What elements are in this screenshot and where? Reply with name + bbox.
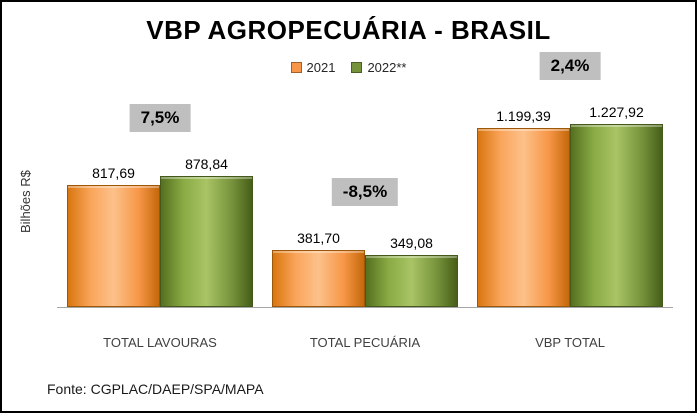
category-label-cat2: VBP TOTAL	[535, 335, 605, 350]
chart-legend: 2021 2022**	[2, 60, 695, 75]
bar-value-label-series1-cat0: 878,84	[185, 156, 228, 172]
bar-column-series0-cat2: 1.199,39	[477, 108, 570, 307]
bar-column-series1-cat0: 878,84	[160, 156, 253, 307]
bar-series1-cat1	[365, 255, 458, 307]
category-label-cat0: TOTAL LAVOURAS	[103, 335, 217, 350]
bar-value-label-series0-cat2: 1.199,39	[496, 108, 551, 124]
legend-label-series1: 2022**	[367, 60, 407, 75]
legend-swatch-series1	[351, 62, 363, 73]
bar-group-cat2: 1.199,39 1.227,92 2,4% VBP TOTAL	[477, 52, 663, 350]
bar-series1-cat2	[570, 124, 663, 307]
bar-value-label-series1-cat2: 1.227,92	[589, 104, 644, 120]
bar-group-cat1: 381,70 349,08 -8,5% TOTAL PECUÁRIA	[272, 82, 458, 350]
bar-value-label-series1-cat1: 349,08	[390, 235, 433, 251]
legend-item-series1: 2022**	[351, 60, 406, 75]
bar-series0-cat1	[272, 250, 365, 307]
bar-column-series0-cat0: 817,69	[67, 165, 160, 307]
legend-item-series0: 2021	[290, 60, 336, 75]
source-note: Fonte: CGPLAC/DAEP/SPA/MAPA	[47, 381, 264, 397]
legend-swatch-series0	[290, 62, 302, 73]
pct-annotation-cat0: 7,5%	[129, 104, 191, 132]
bar-value-label-series0-cat1: 381,70	[297, 230, 340, 246]
bar-value-label-series0-cat0: 817,69	[92, 165, 135, 181]
plot-area: 817,69 878,84 7,5% TOTAL LAVOURAS 381,70 349,…	[57, 52, 673, 350]
bar-column-series1-cat1: 349,08	[365, 235, 458, 307]
bar-series0-cat2	[477, 128, 570, 307]
y-axis-label: Bilhões R$	[18, 170, 33, 234]
chart-title: VBP AGROPECUÁRIA - BRASIL	[146, 15, 551, 45]
pct-annotation-cat1: -8,5%	[331, 178, 399, 206]
legend-label-series0: 2021	[306, 60, 336, 75]
bar-column-series1-cat2: 1.227,92	[570, 104, 663, 307]
category-label-cat1: TOTAL PECUÁRIA	[309, 335, 421, 350]
pct-annotation-cat2: 2,4%	[539, 52, 601, 80]
bar-series1-cat0	[160, 176, 253, 307]
bar-series0-cat0	[67, 185, 160, 307]
bar-group-cat0: 817,69 878,84 7,5% TOTAL LAVOURAS	[67, 82, 253, 350]
bar-column-series0-cat1: 381,70	[272, 230, 365, 307]
